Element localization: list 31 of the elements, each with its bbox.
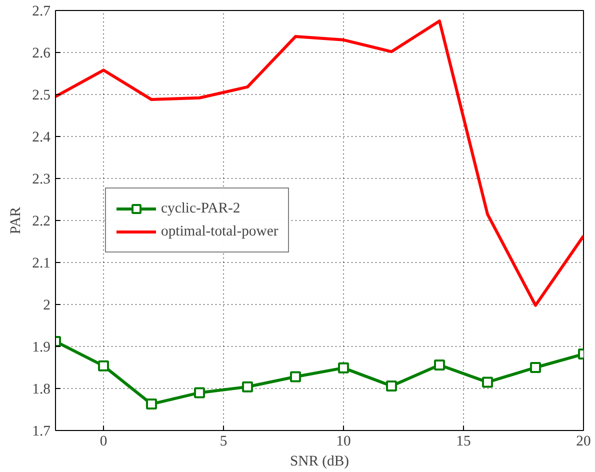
y-tick-label: 2.7 xyxy=(32,4,51,20)
point xyxy=(242,381,253,392)
y-tick-label: 2.3 xyxy=(32,172,51,188)
y-tick-label: 1.9 xyxy=(32,340,51,356)
y-tick-label: 2.6 xyxy=(32,46,51,62)
point xyxy=(98,360,109,372)
y-tick-label: 2.4 xyxy=(32,130,52,146)
x-tick-label: 5 xyxy=(220,434,228,450)
x-tick-label: 10 xyxy=(336,434,351,450)
legend-label: cyclic-PAR-2 xyxy=(161,200,240,217)
y-tick-label: 1.8 xyxy=(32,382,51,398)
point xyxy=(530,362,541,373)
y-axis-title: PAR xyxy=(8,206,24,234)
point xyxy=(482,376,493,388)
y-tick-label: 2.2 xyxy=(32,214,51,230)
y-tick-label: 1.7 xyxy=(32,424,51,440)
x-tick-label: 15 xyxy=(456,434,471,450)
legend-label: optimal-total-power xyxy=(161,223,278,240)
point xyxy=(434,359,445,370)
x-tick-label: 20 xyxy=(576,434,591,450)
point xyxy=(290,371,301,382)
line-series xyxy=(56,20,584,307)
x-axis-title: SNR (dB) xyxy=(290,454,350,470)
point xyxy=(338,362,349,374)
point xyxy=(386,380,397,392)
point xyxy=(146,398,157,410)
y-tick-label: 2.1 xyxy=(32,256,51,272)
point xyxy=(194,387,205,398)
y-tick-label: 2.5 xyxy=(32,88,51,104)
y-tick-label: 2 xyxy=(43,298,50,314)
x-tick-label: 0 xyxy=(100,434,108,450)
